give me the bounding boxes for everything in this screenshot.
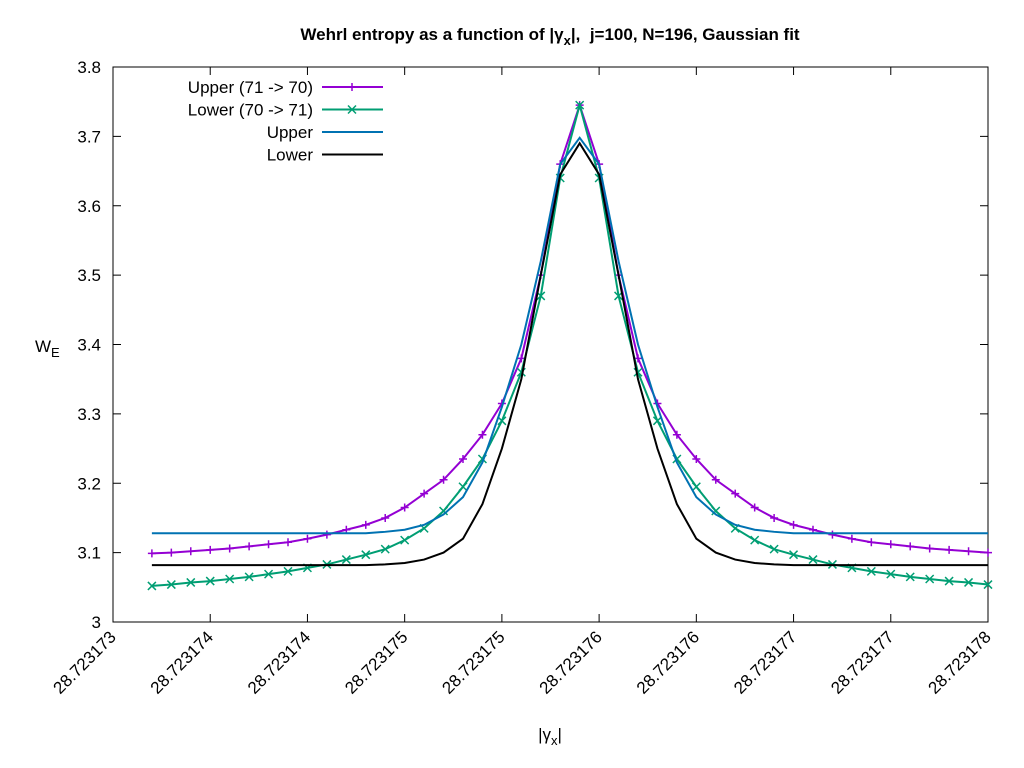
data-point <box>439 475 448 484</box>
data-point <box>575 100 585 110</box>
data-point <box>420 489 429 498</box>
data-point <box>652 416 662 426</box>
xlabel-subscript: x <box>551 733 558 748</box>
data-point <box>186 547 195 556</box>
data-point <box>147 581 157 591</box>
y-tick-label: 3.1 <box>77 544 101 563</box>
data-point <box>886 569 896 579</box>
data-point <box>770 513 779 522</box>
ylabel-subscript: E <box>51 345 60 360</box>
series-line <box>151 101 989 587</box>
data-point <box>400 503 409 512</box>
ylabel-part: W <box>35 337 51 356</box>
data-point <box>245 542 254 551</box>
data-point <box>284 538 292 547</box>
y-tick-label: 3.5 <box>77 266 101 285</box>
data-point <box>225 574 235 584</box>
data-point <box>497 416 507 426</box>
data-point <box>206 545 215 554</box>
data-point <box>439 506 449 516</box>
x-axis-label: |γx| <box>538 725 562 748</box>
data-point <box>867 538 876 547</box>
data-point <box>964 577 974 587</box>
data-point <box>672 430 681 439</box>
data-point <box>186 577 196 587</box>
data-point <box>225 544 234 553</box>
data-point <box>945 545 954 554</box>
data-point <box>380 544 390 554</box>
data-point <box>348 83 356 91</box>
y-tick-label: 3.4 <box>77 336 101 355</box>
data-point <box>166 580 176 590</box>
data-point <box>361 550 371 560</box>
y-tick-label: 3.6 <box>77 197 101 216</box>
data-point <box>828 530 837 539</box>
title-part: |, j=100, N=196, Gaussian fit <box>571 25 800 44</box>
data-point <box>983 580 993 590</box>
y-tick-label: 3.3 <box>77 405 101 424</box>
series <box>147 100 993 591</box>
legend-label: Upper <box>267 123 314 142</box>
data-point <box>964 547 973 556</box>
data-point <box>264 540 273 549</box>
data-point <box>847 534 856 543</box>
y-tick-label: 3.8 <box>77 58 101 77</box>
data-point <box>750 503 759 512</box>
data-point <box>944 576 954 586</box>
data-point <box>692 454 701 463</box>
data-point <box>711 475 720 484</box>
data-point <box>906 542 915 551</box>
series-line <box>151 136 988 535</box>
data-point <box>769 544 779 554</box>
data-point <box>205 576 215 586</box>
data-point <box>381 513 390 522</box>
legend-label: Lower <box>267 146 314 165</box>
y-tick-label: 3.2 <box>77 474 101 493</box>
data-point <box>478 430 487 439</box>
legend-label: Upper (71 -> 70) <box>188 78 313 97</box>
data-point <box>458 482 468 492</box>
chart-title: Wehrl entropy as a function of |γx|, j=1… <box>300 25 800 48</box>
y-tick-label: 3 <box>92 613 101 632</box>
data-point <box>303 534 312 543</box>
data-point <box>984 548 992 557</box>
data-point <box>244 572 254 582</box>
data-point <box>322 530 331 539</box>
data-point <box>731 489 740 498</box>
data-point <box>147 549 156 558</box>
xlabel-part: |γ <box>538 725 551 744</box>
data-point <box>750 535 760 545</box>
y-axis-label: WE <box>35 337 60 360</box>
xlabel-part: | <box>558 725 562 744</box>
series-line <box>151 141 988 567</box>
series <box>151 141 988 567</box>
data-point <box>789 550 799 560</box>
data-point <box>789 520 798 529</box>
data-point <box>886 540 895 549</box>
data-point <box>341 555 351 565</box>
data-point <box>283 566 293 576</box>
data-point <box>905 572 915 582</box>
data-point <box>808 555 818 565</box>
y-tick-label: 3.7 <box>77 127 101 146</box>
data-point <box>459 454 467 463</box>
data-point <box>691 482 701 492</box>
data-point <box>264 569 274 579</box>
data-point <box>925 544 934 553</box>
data-point <box>361 520 370 529</box>
title-subscript: x <box>564 33 572 48</box>
legend-label: Lower (70 -> 71) <box>188 101 313 120</box>
data-point <box>925 574 935 584</box>
series <box>151 136 988 535</box>
data-point <box>400 535 410 545</box>
data-point <box>167 548 176 557</box>
data-point <box>866 566 876 576</box>
data-point <box>711 506 721 516</box>
title-part: Wehrl entropy as a function of |γ <box>300 25 564 44</box>
data-point <box>347 104 357 115</box>
